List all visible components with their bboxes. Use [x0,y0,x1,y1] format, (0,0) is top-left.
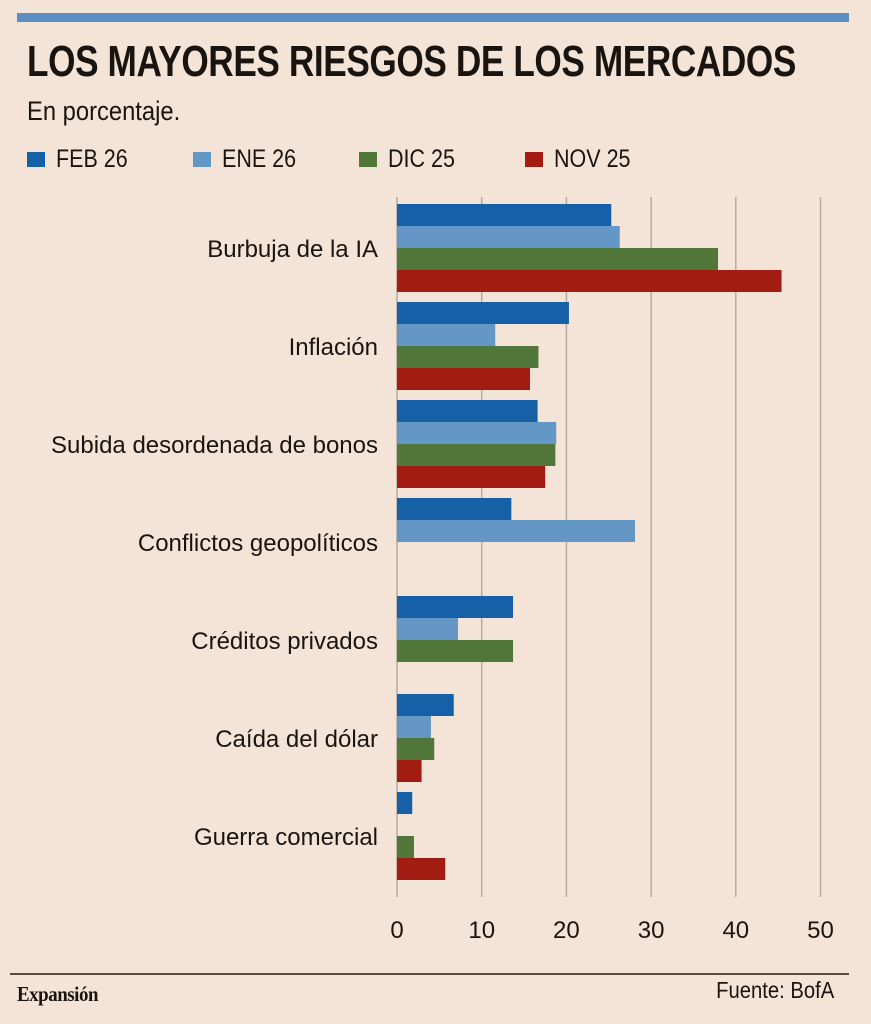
bar-conflictos-geopoliticos-ene-26 [397,520,636,542]
bar-caida-del-dolar-nov-25 [397,760,422,782]
x-tick-label-50: 50 [807,917,834,944]
legend-swatch-ene-26 [193,151,211,167]
bar-caida-del-dolar-dic-25 [397,738,435,760]
bar-inflacion-ene-26 [397,324,496,346]
bar-burbuja-de-la-ia-ene-26 [397,226,620,248]
bar-burbuja-de-la-ia-nov-25 [397,270,782,292]
category-label-burbuja-de-la-ia: Burbuja de la IA [207,236,378,263]
bar-burbuja-de-la-ia-feb-26 [397,204,612,226]
bars [397,204,782,880]
brand-logo: Expansión [17,982,99,1006]
legend-swatch-feb-26 [27,151,45,167]
legend-label-nov-25: NOV 25 [554,144,631,173]
x-tick-label-20: 20 [553,917,580,944]
bar-burbuja-de-la-ia-dic-25 [397,248,719,270]
bar-caida-del-dolar-feb-26 [397,694,454,716]
category-label-creditos-privados: Créditos privados [191,628,378,655]
bar-conflictos-geopoliticos-feb-26 [397,498,512,520]
bar-inflacion-feb-26 [397,302,569,324]
bar-subida-desordenada-de-bonos-feb-26 [397,400,538,422]
category-label-conflictos-geopoliticos: Conflictos geopolíticos [138,530,378,557]
x-tick-label-30: 30 [638,917,665,944]
legend-label-ene-26: ENE 26 [222,144,297,173]
legend-label-feb-26: FEB 26 [56,144,128,173]
bar-creditos-privados-dic-25 [397,640,514,662]
legend-item-nov-25: NOV 25 [525,144,643,174]
footer-divider [10,973,849,975]
x-tick-label-40: 40 [722,917,749,944]
category-labels: Burbuja de la IA Inflación Subida desorden… [51,236,378,851]
bar-creditos-privados-ene-26 [397,618,458,640]
legend-swatch-dic-25 [359,151,377,167]
x-tick-label-10: 10 [468,917,495,944]
x-axis-tick-labels: 0 10 20 30 40 50 [390,917,834,944]
chart-title: LOS MAYORES RIESGOS DE LOS MERCADOS [27,37,796,86]
x-tick-label-0: 0 [390,917,403,944]
bar-inflacion-nov-25 [397,368,530,390]
bar-subida-desordenada-de-bonos-ene-26 [397,422,557,444]
category-label-guerra-comercial: Guerra comercial [194,824,378,851]
bar-subida-desordenada-de-bonos-dic-25 [397,444,556,466]
category-label-caida-del-dolar: Caída del dólar [215,726,378,753]
bar-guerra-comercial-dic-25 [397,836,414,858]
bar-inflacion-dic-25 [397,346,539,368]
legend-swatch-nov-25 [525,151,543,167]
category-label-inflacion: Inflación [289,334,378,361]
legend-label-dic-25: DIC 25 [388,144,455,173]
category-label-subida-desordenada-de-bonos: Subida desordenada de bonos [51,432,378,459]
bar-guerra-comercial-feb-26 [397,792,413,814]
source-note: Fuente: BofA [715,977,834,1003]
bar-caida-del-dolar-ene-26 [397,716,431,738]
legend-item-feb-26: FEB 26 [27,144,139,174]
legend-item-ene-26: ENE 26 [193,144,308,174]
bar-subida-desordenada-de-bonos-nov-25 [397,466,546,488]
legend-item-dic-25: DIC 25 [359,144,466,174]
chart-subtitle: En porcentaje. [27,96,181,126]
bar-guerra-comercial-nov-25 [397,858,446,880]
bar-creditos-privados-feb-26 [397,596,514,618]
top-accent-rule [17,13,849,22]
